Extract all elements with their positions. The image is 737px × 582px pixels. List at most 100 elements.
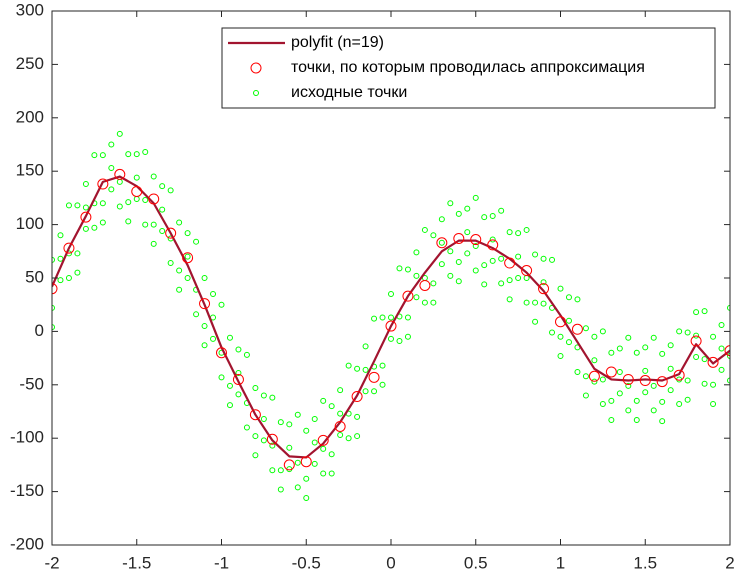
scatter-point [385,320,397,332]
scatter-point [470,234,482,246]
scatter-point [354,433,361,440]
scatter-point [413,249,420,256]
scatter-point [667,387,674,394]
scatter-point [693,332,700,339]
scatter-point [404,333,411,340]
scatter-point [574,296,581,303]
y-tick-label: -100 [10,428,44,447]
scatter-point [582,325,589,332]
scatter-point [150,221,157,228]
scatter-point [252,433,259,440]
scatter-point [210,291,217,298]
plot-area [52,130,730,502]
scatter-point [616,368,623,375]
scatter-point [82,204,89,211]
scatter-point [108,186,115,193]
scatter-point [557,285,564,292]
scatter-point [269,467,276,474]
scatter-point [266,433,278,445]
scatter-point [226,334,233,341]
scatter-point [532,318,539,325]
scatter-point [472,194,479,201]
scatter-point [379,362,386,369]
scatter-point [99,152,106,159]
scatter-point [131,185,143,197]
legend-marker [250,62,262,74]
scatter-point [311,460,318,467]
scatter-point [184,275,191,281]
scatter-point [464,205,471,212]
scatter-point [133,174,140,181]
y-tick-label: -50 [19,374,44,393]
scatter-point [673,369,685,381]
scatter-point [667,342,674,349]
scatter-point [498,280,505,287]
scatter-point [599,376,606,383]
scatter-point [710,401,717,408]
scatter-point [235,346,242,353]
x-tick-label: 1 [556,553,565,572]
scatter-point [684,377,691,384]
scatter-point [506,229,513,236]
scatter-point [133,151,140,158]
scatter-point [549,329,556,336]
scatter-point [591,357,598,364]
scatter-point [472,267,479,274]
scatter-point [65,202,72,209]
scatter-point [430,232,437,239]
scatter-point [633,397,640,404]
scatter-point [52,324,55,331]
scatter-point [591,378,598,385]
scatter-point [693,309,700,316]
scatter-point [642,344,649,351]
y-tick-label: -200 [10,534,44,553]
scatter-point [303,495,310,502]
scatter-point [74,250,81,257]
scatter-point [489,236,496,243]
scatter-point [659,418,666,425]
scatter-point [667,365,674,372]
scatter-point [388,314,394,321]
scatter-point [182,252,194,264]
scatter-point [114,168,126,180]
scatter-point [650,334,657,341]
scatter-point [176,219,183,226]
scatter-point [243,351,250,358]
scatter-point [515,253,522,260]
scatter-point [718,321,725,328]
scatter-point [303,475,310,482]
scatter-point [354,413,361,420]
scatter-point [557,352,564,359]
scatter-point [57,277,64,284]
scatter-point [588,370,600,382]
y-tick-label: 200 [16,107,44,126]
legend-marker [253,90,259,96]
scatter-point [642,389,649,396]
y-tick-label: 50 [25,267,44,286]
scatter-point [523,226,530,233]
y-tick-label: 250 [16,54,44,73]
scatter-point [362,343,369,350]
legend: polyfit (n=19) точки, по которым проводил… [221,27,716,109]
scatter-point [320,445,327,452]
scatter-point [540,279,547,286]
scatter-point [515,230,522,237]
scatter-point [605,366,617,378]
scatter-point [311,415,318,422]
y-tick-label: 0 [35,321,44,340]
scatter-point [63,242,75,254]
scatter-point [504,257,516,269]
scatter-point [396,338,403,345]
legend-label: точки, по которым проводилась аппроксима… [291,59,645,76]
scatter-point [549,256,556,263]
x-tick-label: 0 [386,553,395,572]
scatter-point [622,373,634,385]
scatter-point [616,345,623,352]
scatter-point [320,470,327,477]
scatter-point [656,376,668,388]
scatter-point [379,381,386,388]
scatter-point [74,269,81,276]
scatter-point [354,365,361,372]
scatter-point [455,210,462,217]
scatter-point [148,193,160,205]
